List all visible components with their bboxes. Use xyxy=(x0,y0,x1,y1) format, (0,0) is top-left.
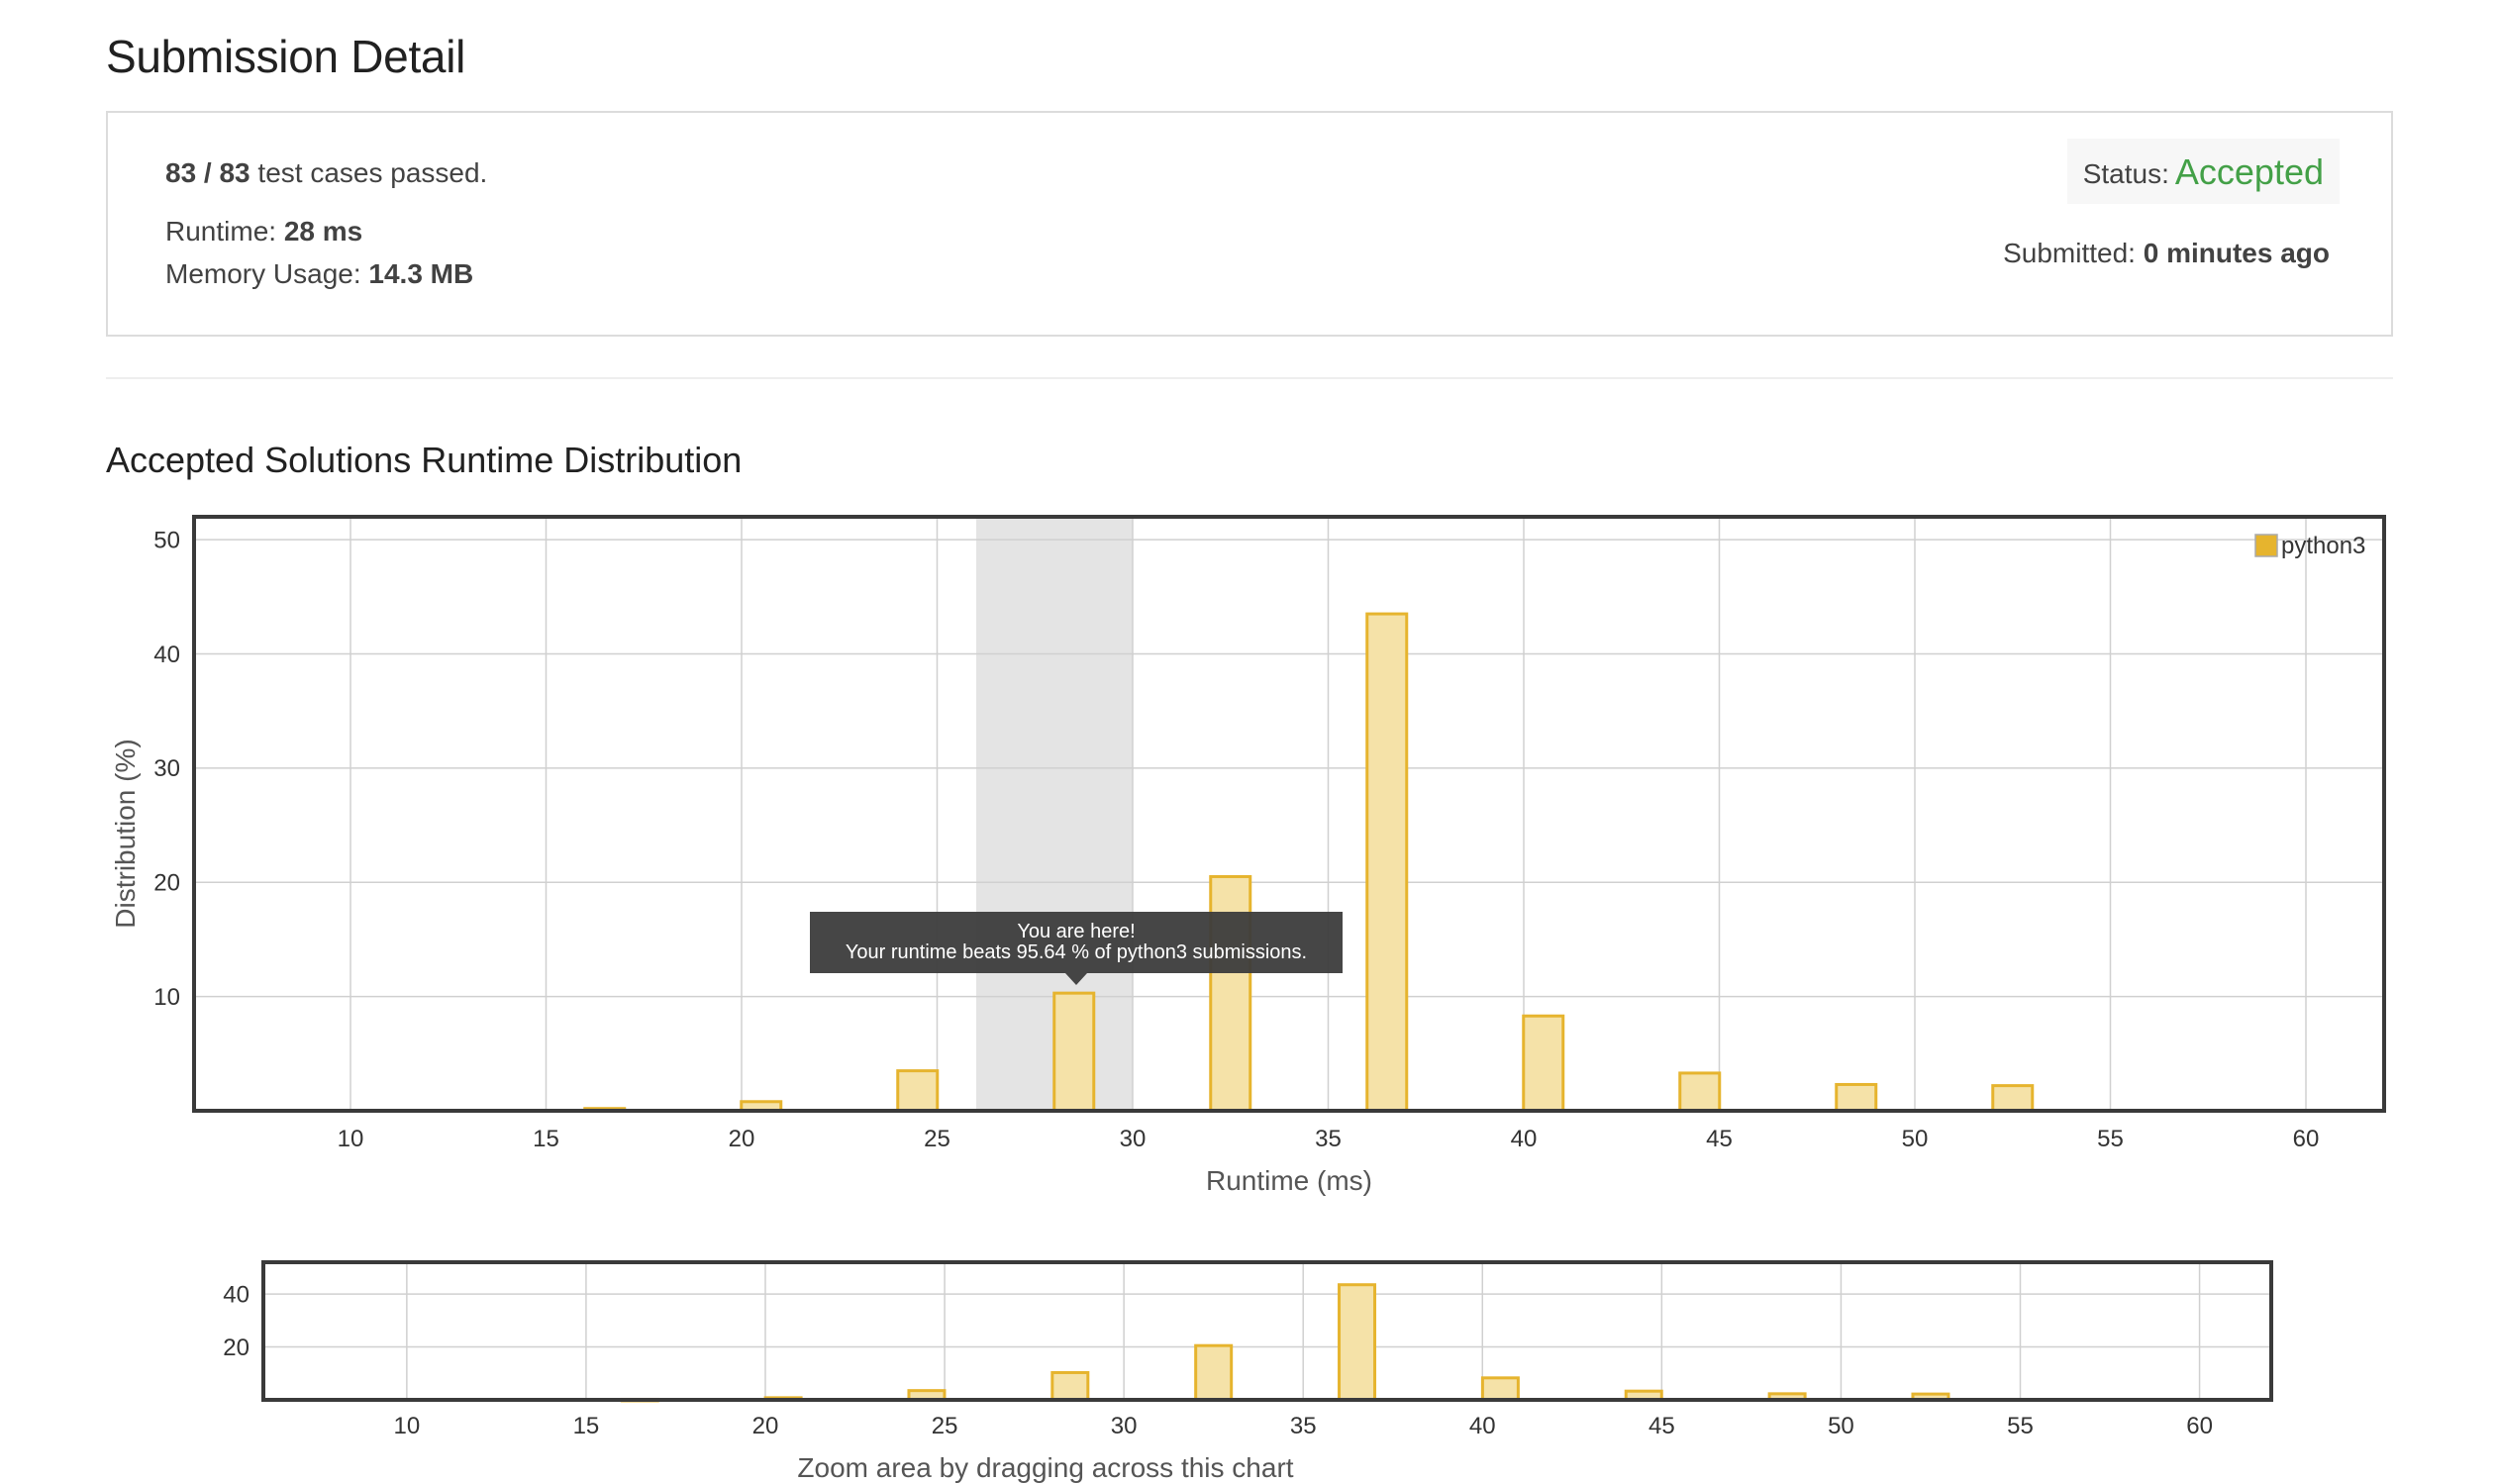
main-legend-swatch xyxy=(2254,534,2278,557)
runtime-label: Runtime: xyxy=(165,216,277,247)
status: Status: Accepted xyxy=(2066,139,2340,204)
status-value[interactable]: Accepted xyxy=(2174,151,2324,192)
main-x-tick-label: 50 xyxy=(1902,1126,1929,1152)
main-bar[interactable] xyxy=(1678,1071,1722,1113)
submitted-label: Submitted: xyxy=(2003,238,2136,268)
main-bar[interactable] xyxy=(1991,1084,2035,1113)
section-title: Accepted Solutions Runtime Distribution xyxy=(106,440,743,480)
main-x-tick-label: 15 xyxy=(533,1126,559,1152)
tooltip-text: Your runtime beats 95.64 % of python3 su… xyxy=(845,941,1308,963)
main-y-tick-label: 40 xyxy=(153,642,180,668)
main-x-axis-label: Runtime (ms) xyxy=(1206,1165,1372,1196)
runtime-value: 28 ms xyxy=(283,216,363,247)
tooltip-title: You are here! xyxy=(1017,921,1136,942)
zoom-caption: Zoom area by dragging across this chart xyxy=(797,1452,1294,1483)
main-x-tick-label: 45 xyxy=(1706,1126,1733,1152)
main-x-tick-label: 55 xyxy=(2097,1126,2124,1152)
status-label: Status: xyxy=(2082,158,2169,189)
memory-value: 14.3 MB xyxy=(368,258,474,289)
main-plot-frame xyxy=(192,515,2386,1113)
main-x-tick-label: 10 xyxy=(338,1126,364,1152)
main-y-tick-label: 30 xyxy=(153,755,180,782)
main-x-tick-label: 60 xyxy=(2293,1126,2320,1152)
divider xyxy=(106,377,2393,379)
main-legend-label: python3 xyxy=(2281,533,2365,559)
submitted-value: 0 minutes ago xyxy=(2143,238,2330,268)
main-x-tick-label: 20 xyxy=(729,1126,755,1152)
submitted-time: Submitted: 0 minutes ago xyxy=(2003,238,2330,269)
main-bar[interactable] xyxy=(1052,991,1096,1113)
main-bar[interactable] xyxy=(1835,1082,1878,1113)
memory-usage: Memory Usage: 14.3 MB xyxy=(165,258,473,290)
runtime: Runtime: 28 ms xyxy=(165,216,362,247)
main-y-tick-label: 10 xyxy=(153,984,180,1011)
you-are-here-tooltip: You are here! Your runtime beats 95.64 %… xyxy=(810,912,1343,985)
main-bar[interactable] xyxy=(1365,612,1409,1113)
main-x-tick-label: 40 xyxy=(1511,1126,1538,1152)
submission-summary: 83 / 83 test cases passed. Runtime: 28 m… xyxy=(106,111,2393,337)
tests-passed-suffix: test cases passed. xyxy=(257,157,488,188)
main-y-tick-label: 50 xyxy=(153,527,180,553)
main-x-tick-label: 25 xyxy=(924,1126,950,1152)
main-bar[interactable] xyxy=(1522,1014,1565,1113)
main-bar[interactable] xyxy=(896,1069,940,1113)
page-title: Submission Detail xyxy=(106,31,466,82)
main-y-axis-label: Distribution (%) xyxy=(110,739,141,928)
main-y-tick-label: 20 xyxy=(153,870,180,897)
main-x-tick-label: 35 xyxy=(1315,1126,1342,1152)
tests-passed: 83 / 83 test cases passed. xyxy=(165,157,487,189)
memory-label: Memory Usage: xyxy=(165,258,361,289)
main-x-tick-label: 30 xyxy=(1120,1126,1147,1152)
tests-passed-count: 83 / 83 xyxy=(165,157,250,188)
